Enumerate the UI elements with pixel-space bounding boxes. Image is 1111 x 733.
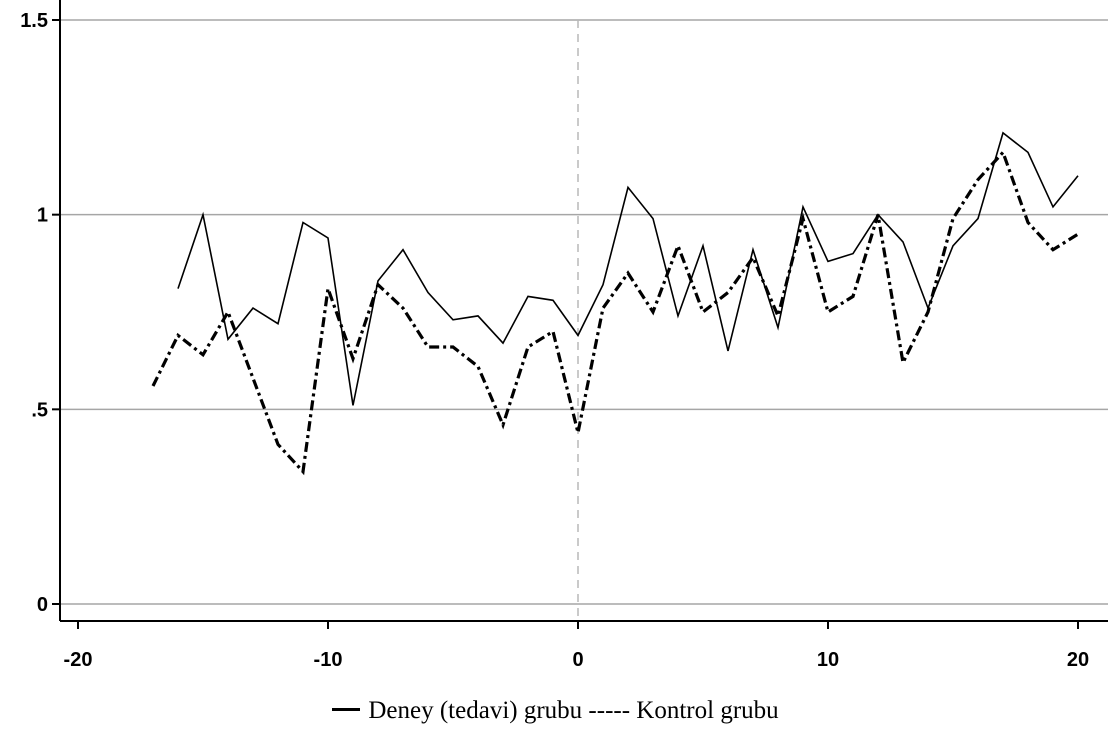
x-tick-label: 10 <box>817 649 839 671</box>
x-axis-ticks: -20 -10 0 10 20 <box>64 621 1089 671</box>
y-tick-label: 1 <box>37 205 48 227</box>
y-axis-ticks: 0 .5 1 1.5 <box>20 10 60 616</box>
gridlines <box>60 19 1108 605</box>
legend-text: Deney (tedavi) grubu ----- Kontrol grubu <box>368 697 779 724</box>
legend: Deney (tedavi) grubu ----- Kontrol grubu <box>0 696 1111 726</box>
y-tick-label: 1.5 <box>20 10 48 32</box>
x-tick-label: -10 <box>314 649 343 671</box>
y-tick-label: .5 <box>31 399 48 421</box>
x-tick-label: 0 <box>572 649 583 671</box>
legend-solid-line-swatch <box>332 707 361 711</box>
series-layer <box>151 131 1079 476</box>
series-line-kontrol <box>151 149 1079 476</box>
y-tick-label: 0 <box>37 594 48 616</box>
x-tick-label: -20 <box>64 649 93 671</box>
x-tick-label: 20 <box>1067 649 1089 671</box>
series-line-deney <box>177 131 1079 406</box>
